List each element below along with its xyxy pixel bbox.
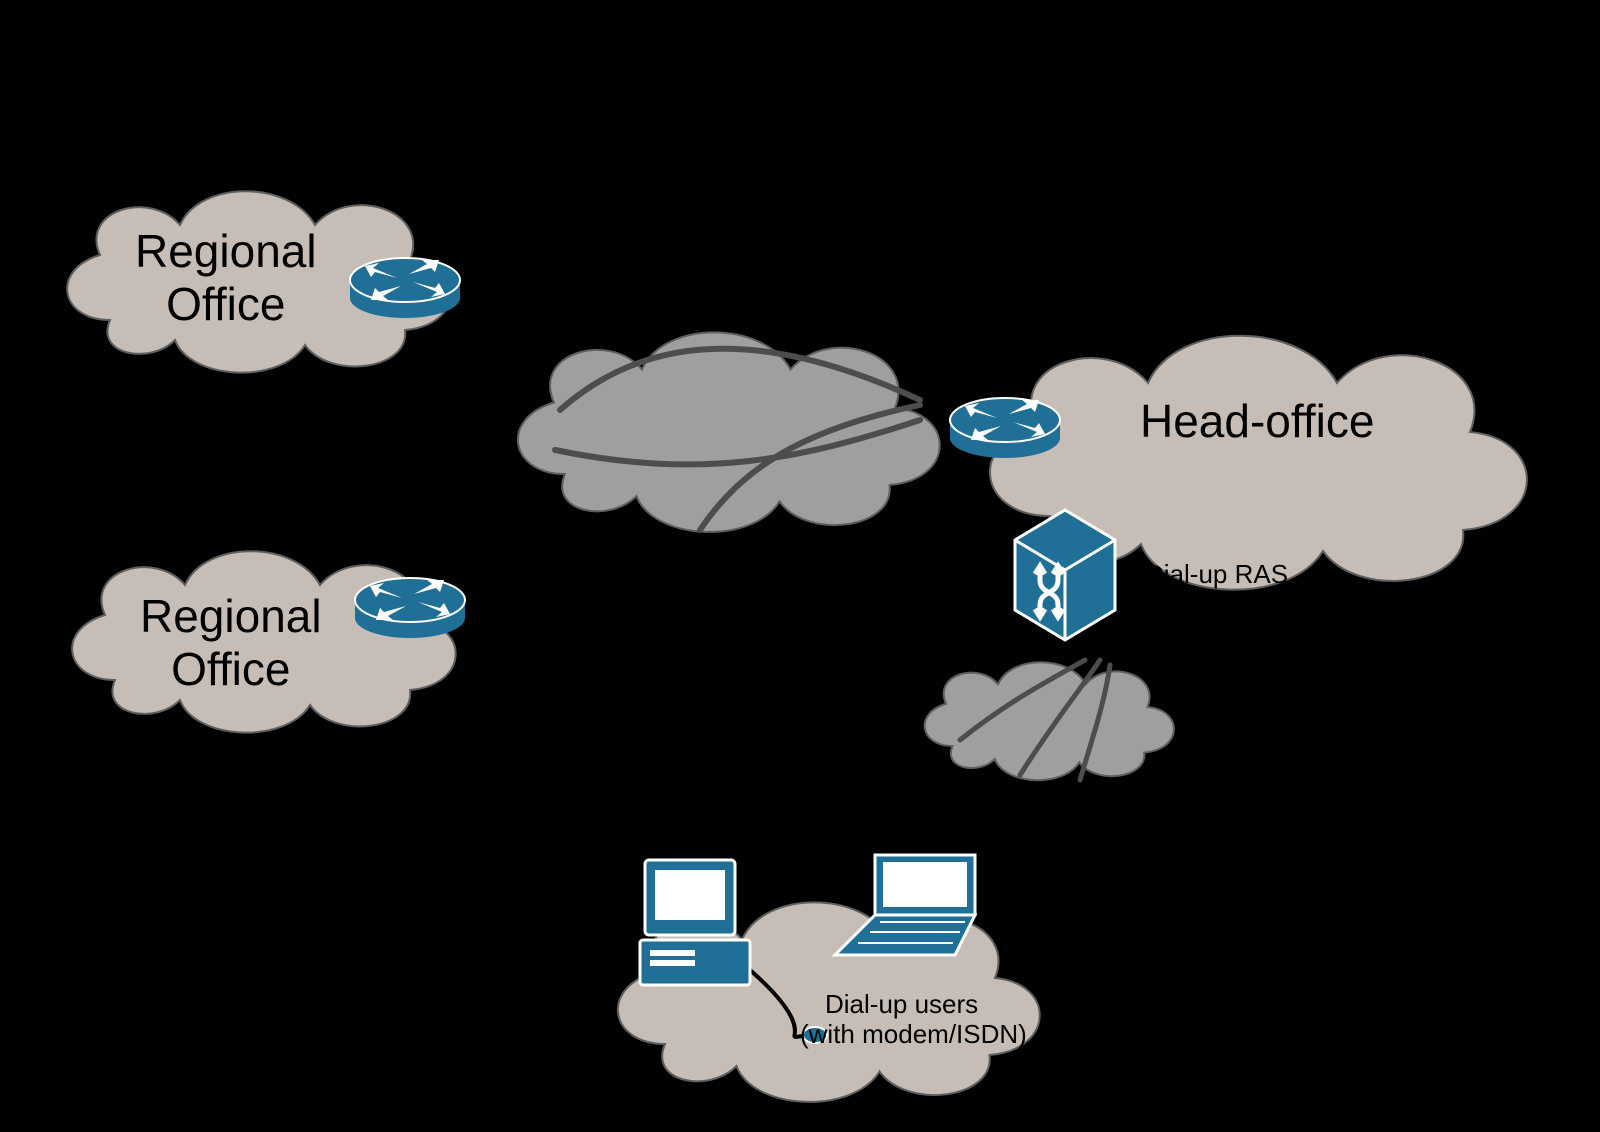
- router-icon-r-reg1: [350, 258, 460, 318]
- label-regional-office-1: RegionalOffice: [135, 225, 317, 331]
- label-regional-office-2: RegionalOffice: [140, 590, 322, 696]
- wan-link-wan1: [700, 405, 920, 530]
- network-diagram: RegionalOffice RegionalOffice Head-office D…: [0, 0, 1600, 1132]
- label-dialup-users-line1: Dial-up users: [825, 990, 978, 1020]
- desktop-icon: [640, 860, 750, 985]
- wan-link-wan2: [1080, 665, 1110, 780]
- wan-link-wan1: [560, 349, 920, 410]
- wan-link-wan1: [555, 420, 920, 464]
- wan-link-wan2: [1020, 660, 1100, 775]
- cloud-head: [990, 336, 1527, 590]
- label-head-office: Head-office: [1140, 395, 1374, 448]
- cloud-wan1: [518, 332, 940, 532]
- cloud-wan2: [925, 662, 1174, 780]
- diagram-svg-base: [0, 0, 1600, 1132]
- router-icon-r-reg2: [355, 578, 465, 638]
- label-dialup-ras: Dial-up RAS: [1145, 560, 1288, 590]
- label-dialup-users-line2: (with modem/ISDN): [800, 1020, 1027, 1050]
- diagram-svg-icons: [0, 0, 1600, 1132]
- router-icon-r-head: [950, 398, 1060, 458]
- wan-link-wan2: [960, 660, 1085, 740]
- switch-icon: [1015, 510, 1115, 640]
- laptop-icon: [835, 855, 975, 955]
